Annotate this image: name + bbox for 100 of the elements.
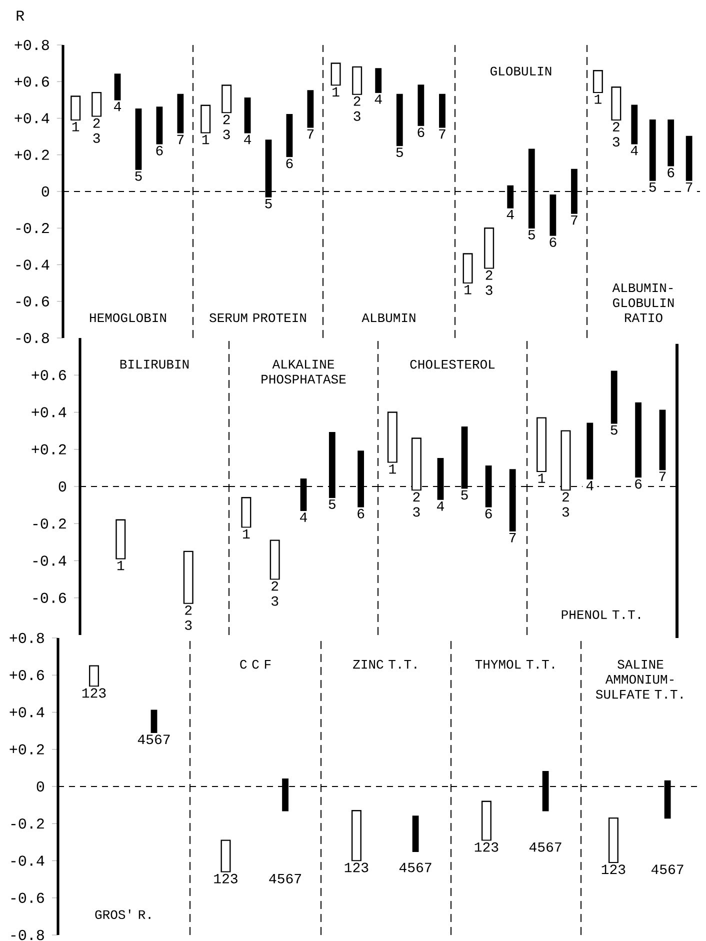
- y-tick-label: 0: [42, 186, 49, 197]
- x-tick-label: 6: [286, 158, 293, 168]
- bar: [509, 469, 516, 532]
- x-tick-label: 6: [358, 508, 364, 518]
- y-tick-label: -0.6: [33, 592, 66, 603]
- x-tick-label: 4: [436, 501, 444, 511]
- x-tick-label: 1: [332, 87, 340, 96]
- x-tick-label: 4: [300, 512, 307, 522]
- x-tick-label: 1: [389, 464, 396, 474]
- text: SERUM PROTEIN: [210, 313, 306, 322]
- x-tick-label: 2 3: [612, 122, 620, 147]
- y-tick-label: +0.6: [32, 370, 66, 380]
- x-tick-label: 2 3: [93, 118, 100, 143]
- x-tick-label: 2 3: [486, 270, 492, 295]
- x-tick-label: 123: [602, 864, 626, 874]
- x-tick-label: 6: [668, 168, 674, 178]
- y-tick-label: +0.6: [14, 76, 49, 87]
- y-tick-label: +0.4: [32, 407, 66, 418]
- x-tick-label: 2 3: [223, 114, 230, 140]
- text: ALKALINE PHOSPHATASE: [262, 360, 346, 384]
- text: CHOLESTEROL: [410, 360, 495, 369]
- y-axis-title: R: [16, 10, 24, 21]
- x-tick-label: 2 3: [354, 96, 360, 121]
- x-tick-label: 1: [72, 122, 80, 132]
- text: C C F: [240, 660, 271, 669]
- bar: [244, 97, 251, 134]
- bar: [439, 94, 446, 128]
- x-tick-label: 4: [586, 481, 594, 490]
- bar: [177, 94, 184, 134]
- text: THYMOL T.T.: [475, 660, 554, 669]
- x-tick-label: 6: [156, 146, 163, 156]
- bar: [156, 106, 163, 144]
- x-tick-label: 7: [509, 533, 516, 542]
- bar: [418, 84, 424, 126]
- text: PHENOL T.T.: [562, 610, 640, 620]
- bar: [135, 108, 142, 170]
- x-tick-label: 7: [686, 182, 692, 192]
- y-tick-label: -0.4: [33, 556, 66, 566]
- y-tick-label: -0.2: [33, 518, 66, 529]
- x-tick-label: 4: [630, 146, 638, 156]
- text: GROS' R.: [95, 909, 150, 920]
- y-tick-label: -0.8: [16, 332, 49, 344]
- x-tick-label: 123: [474, 842, 498, 852]
- x-tick-label: 5: [396, 148, 403, 158]
- bar: [396, 94, 403, 146]
- y-tick-label: 0: [36, 781, 44, 792]
- x-tick-label: 6: [635, 479, 642, 489]
- y-tick-label: +0.2: [10, 744, 44, 754]
- x-tick-label: 1: [538, 474, 546, 483]
- text: ZINC T.T.: [353, 660, 416, 669]
- y-tick-label: +0.2: [32, 444, 66, 454]
- x-tick-label: 7: [571, 215, 578, 225]
- y-tick-label: +0.2: [14, 150, 49, 160]
- x-tick-label: 5: [461, 490, 468, 500]
- y-tick-label: +0.8: [10, 632, 44, 644]
- x-tick-label: 2 3: [562, 492, 570, 517]
- x-tick-label: 1: [117, 560, 124, 570]
- x-tick-label: 6: [418, 128, 424, 138]
- bar: [286, 114, 293, 158]
- bar: [668, 119, 674, 166]
- x-tick-label: 1: [594, 94, 602, 104]
- text: BILIRUBIN: [120, 360, 189, 369]
- x-tick-label: 123: [344, 862, 368, 872]
- y-tick-label: -0.4: [16, 260, 50, 270]
- text: SALINE AMMONIUM-SULFATE T.T.: [596, 660, 682, 699]
- x-tick-label: 4567: [399, 862, 432, 872]
- bar: [659, 410, 666, 470]
- bar: [610, 370, 618, 424]
- y-tick-label: -0.4: [11, 856, 44, 866]
- x-tick-label: 7: [659, 472, 666, 481]
- bar: [631, 104, 638, 144]
- y-tick-label: -0.2: [16, 223, 49, 234]
- x-tick-label: 2 3: [185, 605, 192, 630]
- x-tick-label: 4567: [651, 864, 684, 874]
- text: GLOBULIN: [490, 66, 552, 76]
- x-tick-label: 5: [328, 500, 336, 509]
- x-tick-label: 4567: [529, 842, 562, 852]
- x-tick-label: 123: [214, 874, 238, 884]
- text: ALBUMIN-GLOBULIN RATIO: [612, 283, 674, 322]
- x-tick-label: 5: [265, 198, 272, 208]
- x-tick-label: 4: [244, 134, 252, 144]
- text: ALBUMIN: [362, 313, 416, 322]
- y-tick-label: -0.8: [11, 930, 44, 940]
- x-tick-label: 2 3: [272, 581, 278, 606]
- x-tick-label: 6: [485, 508, 492, 518]
- x-tick-label: 7: [439, 129, 446, 139]
- y-tick-label: +0.4: [10, 707, 44, 718]
- text: HEMOGLOBIN: [90, 313, 166, 322]
- x-tick-label: 4: [506, 210, 514, 220]
- x-tick-label: 4567: [138, 734, 170, 744]
- x-tick-label: 6: [550, 237, 556, 247]
- y-tick-label: +0.6: [10, 670, 44, 680]
- y-tick-label: +0.4: [14, 113, 50, 124]
- x-tick-label: 5: [528, 230, 535, 240]
- bar: [550, 194, 556, 236]
- y-tick-label: -0.6: [11, 892, 44, 903]
- x-tick-label: 4: [374, 94, 382, 104]
- x-tick-label: 5: [649, 182, 656, 192]
- x-tick-label: 1: [243, 529, 250, 539]
- x-tick-label: 1: [464, 285, 472, 294]
